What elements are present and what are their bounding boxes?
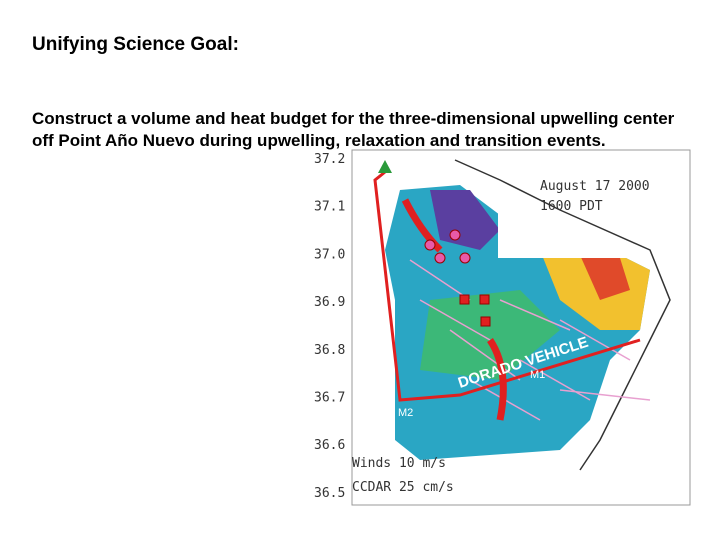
map-border: [351, 149, 691, 506]
legend-label: CCDAR 25 cm/s: [352, 480, 454, 495]
stations: [424, 229, 491, 327]
slide-title: Unifying Science Goal:: [32, 34, 239, 55]
mooring-marker: [378, 160, 392, 173]
flow-arrow: [401, 198, 443, 253]
mid-region: [420, 290, 560, 380]
latitude-label: 36.8: [314, 343, 345, 358]
map-time: 1600 PDT: [540, 199, 603, 214]
current-vectors: [409, 259, 651, 421]
map-date: August 17 2000: [540, 179, 650, 194]
warm-core: [580, 255, 630, 300]
flow-arrow: [487, 338, 507, 421]
mooring-label: M2: [398, 407, 413, 419]
latitude-label: 37.0: [314, 247, 345, 262]
latitude-label: 37.1: [314, 200, 345, 215]
latitude-label: 36.6: [314, 438, 345, 453]
mooring-label: M1: [530, 369, 545, 381]
latitude-label: 36.9: [314, 295, 345, 310]
latitude-label: 37.2: [314, 152, 345, 167]
slide-body: Construct a volume and heat budget for t…: [32, 109, 675, 150]
cold-core: [430, 190, 500, 250]
track-line: [373, 170, 641, 402]
label-box: [498, 212, 678, 258]
coastline: [454, 159, 671, 471]
latitude-label: 36.7: [314, 391, 345, 406]
legend-label: Winds 10 m/s: [352, 456, 446, 471]
latitude-label: 36.5: [314, 486, 345, 501]
